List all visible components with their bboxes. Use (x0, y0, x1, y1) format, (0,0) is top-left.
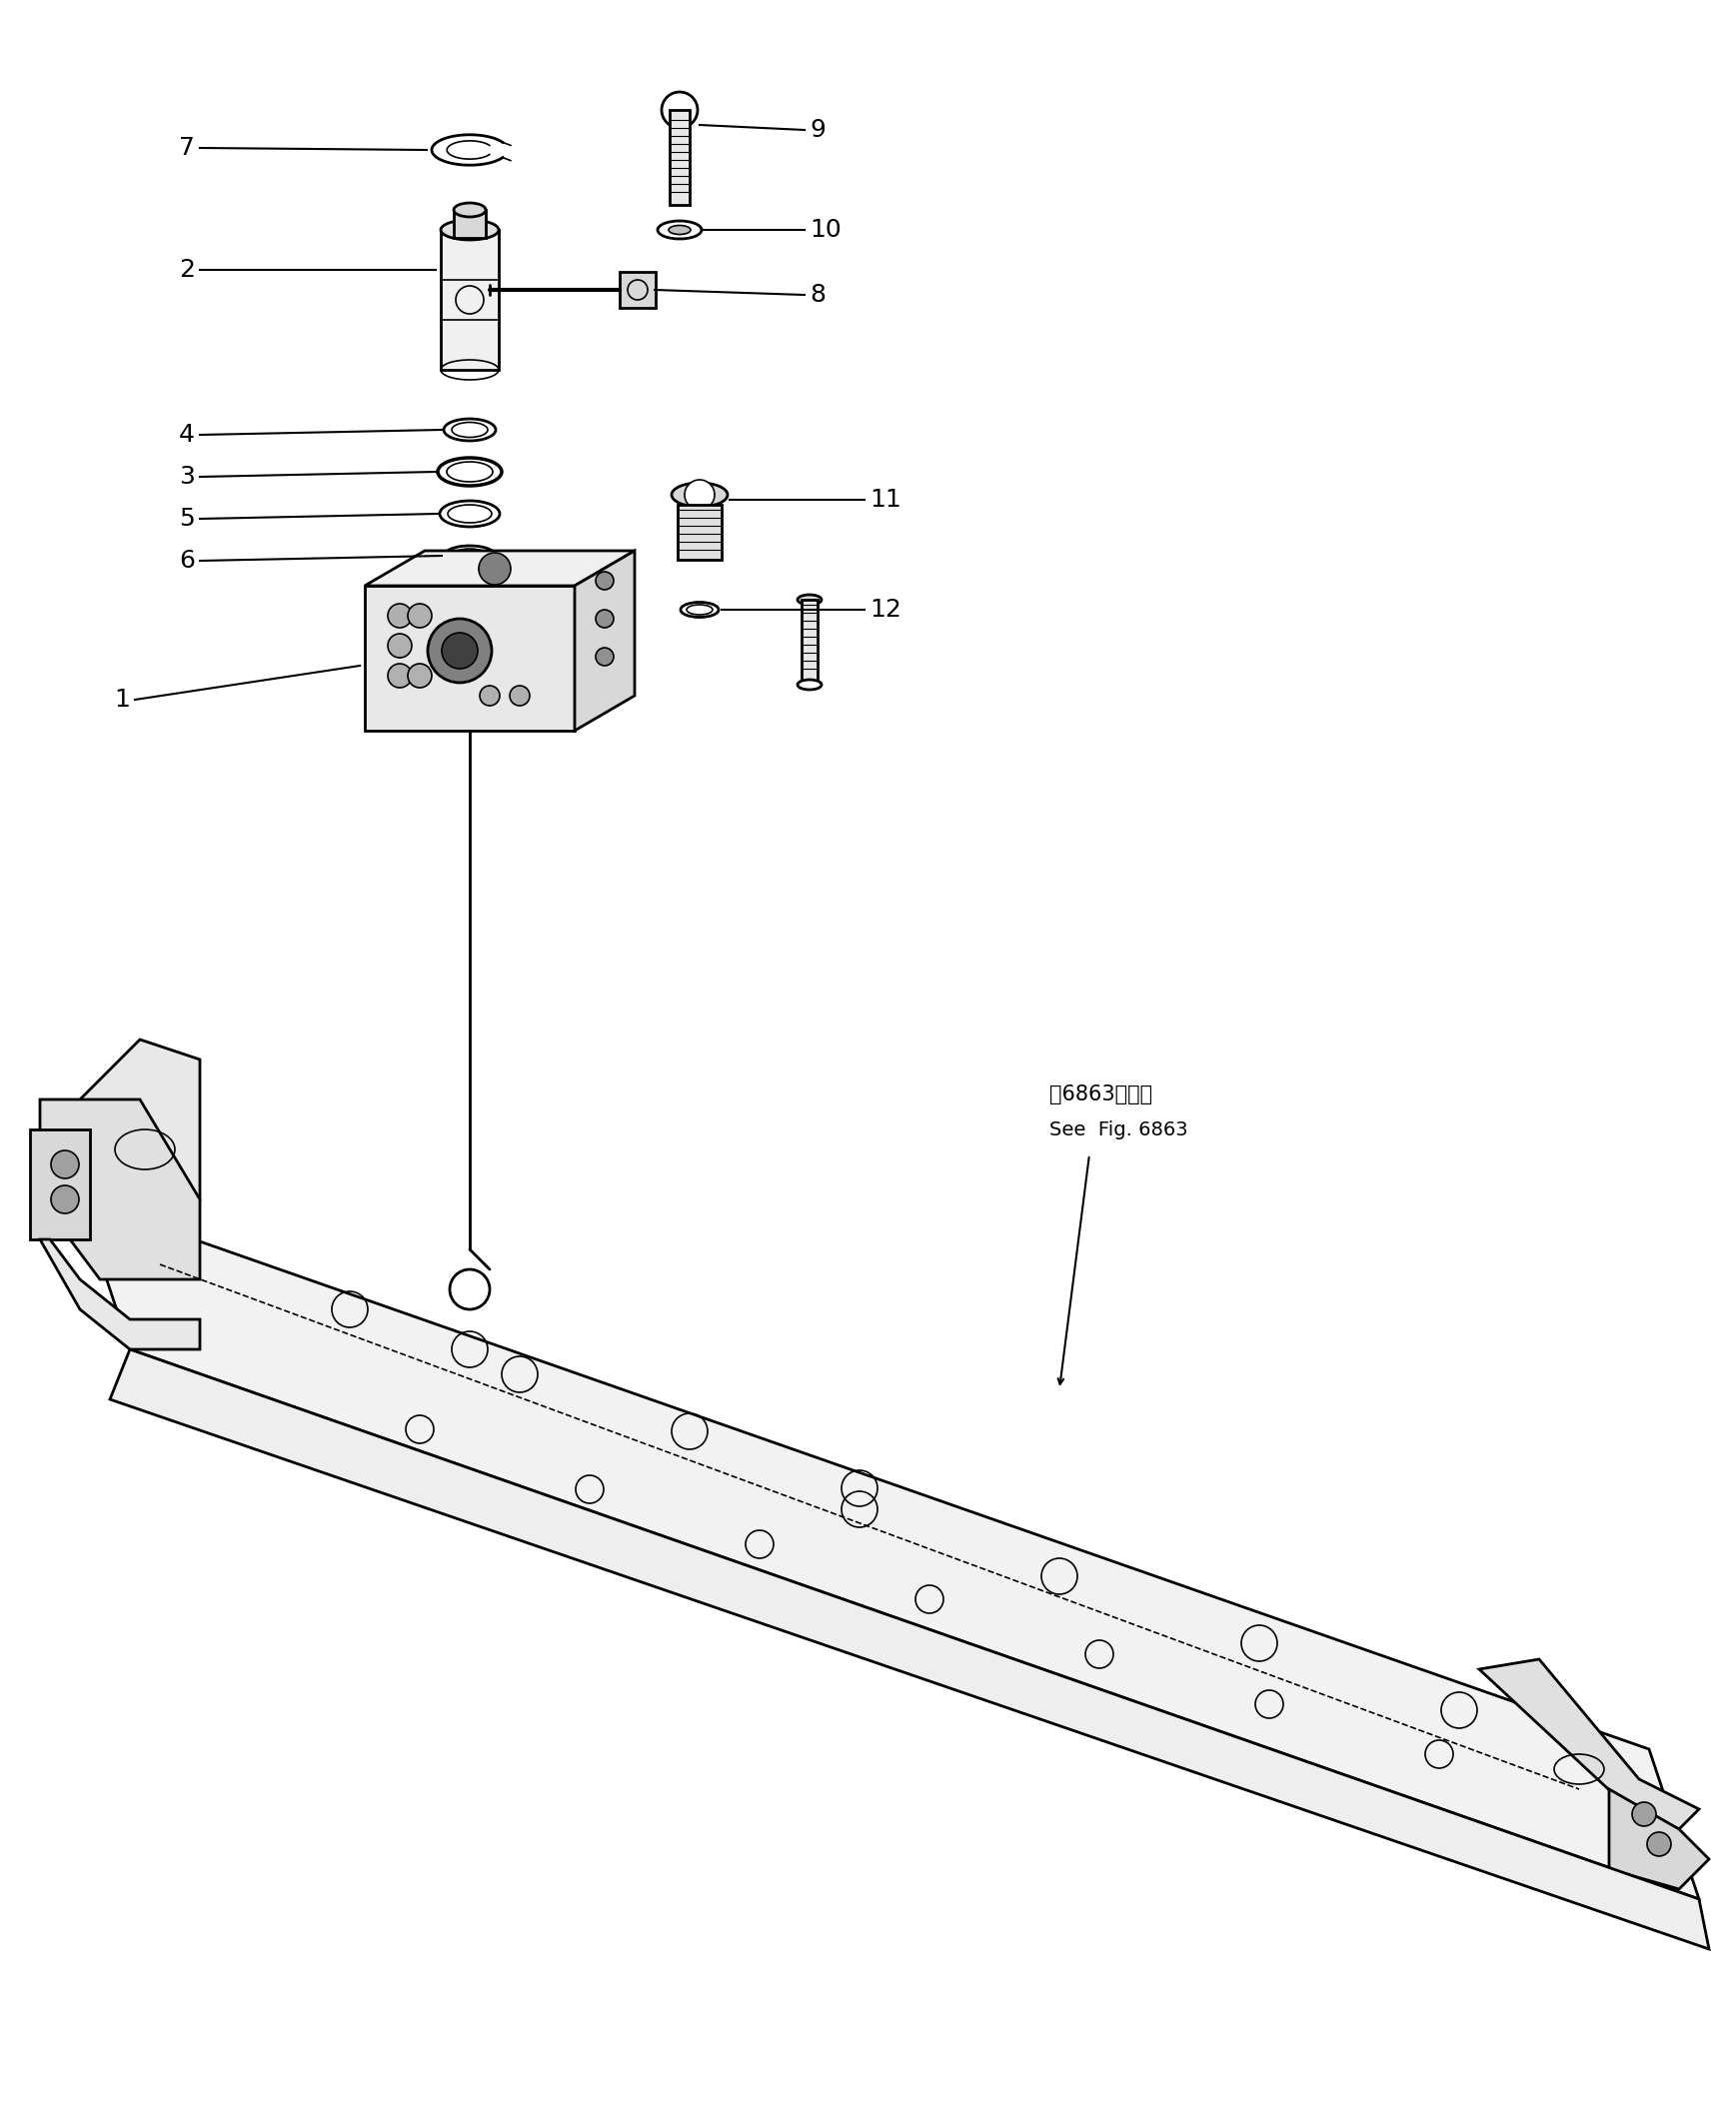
Circle shape (595, 571, 613, 590)
Polygon shape (365, 586, 575, 731)
Circle shape (387, 664, 411, 687)
Circle shape (510, 685, 529, 706)
Text: 9: 9 (809, 118, 825, 142)
Ellipse shape (453, 203, 486, 218)
Ellipse shape (663, 104, 696, 116)
Ellipse shape (797, 681, 821, 689)
Text: 7: 7 (179, 135, 194, 161)
Circle shape (595, 609, 613, 628)
Circle shape (684, 480, 715, 509)
Circle shape (479, 685, 500, 706)
Ellipse shape (658, 220, 701, 239)
Polygon shape (365, 552, 635, 586)
Ellipse shape (441, 220, 498, 239)
Text: 11: 11 (870, 488, 901, 512)
Bar (670, 110, 689, 205)
Text: 3: 3 (179, 465, 194, 488)
Polygon shape (1479, 1659, 1700, 1829)
Polygon shape (30, 1129, 90, 1239)
Circle shape (1632, 1801, 1656, 1826)
Bar (453, 209, 486, 239)
Text: 第6863図参照: 第6863図参照 (1049, 1084, 1153, 1104)
Bar (802, 600, 818, 685)
Circle shape (408, 664, 432, 687)
Text: See  Fig. 6863: See Fig. 6863 (1049, 1120, 1187, 1139)
Polygon shape (80, 1199, 1700, 1898)
Circle shape (50, 1186, 78, 1213)
Bar (677, 505, 722, 560)
Ellipse shape (797, 594, 821, 605)
Circle shape (387, 634, 411, 657)
Text: 10: 10 (809, 218, 842, 241)
Polygon shape (109, 1349, 1708, 1949)
Polygon shape (40, 1099, 200, 1279)
Text: 4: 4 (179, 423, 194, 446)
Circle shape (1647, 1833, 1672, 1856)
Bar (620, 273, 656, 309)
Circle shape (427, 619, 491, 683)
Circle shape (595, 647, 613, 666)
Circle shape (441, 632, 477, 668)
Text: 6: 6 (179, 550, 194, 573)
Ellipse shape (672, 482, 727, 507)
Polygon shape (80, 1040, 200, 1199)
Polygon shape (1609, 1788, 1708, 1890)
Ellipse shape (668, 226, 691, 235)
Polygon shape (575, 552, 635, 731)
Circle shape (479, 552, 510, 586)
Circle shape (387, 605, 411, 628)
Circle shape (50, 1150, 78, 1177)
Text: 8: 8 (809, 283, 826, 307)
Circle shape (661, 91, 698, 129)
Text: 2: 2 (179, 258, 194, 281)
Bar (441, 230, 498, 370)
Text: 5: 5 (179, 507, 194, 531)
Text: 12: 12 (870, 598, 901, 622)
Circle shape (408, 605, 432, 628)
Polygon shape (40, 1239, 200, 1349)
Text: 1: 1 (115, 687, 130, 712)
